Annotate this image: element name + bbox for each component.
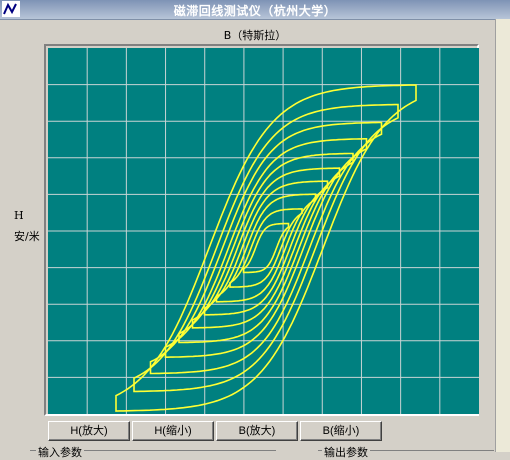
hysteresis-loop-3 xyxy=(149,121,383,375)
hysteresis-loop-5 xyxy=(178,152,354,344)
window-edge xyxy=(495,19,510,452)
hysteresis-loop-4 xyxy=(164,138,368,358)
h-axis-label: H xyxy=(14,209,24,222)
h-axis-unit: 安/米 xyxy=(14,230,40,243)
hysteresis-loop-1 xyxy=(115,84,417,412)
output-params-label: 输出参数 xyxy=(322,444,370,460)
h-zoom-out-button[interactable]: H(缩小) xyxy=(132,421,214,441)
input-params-label: 输入参数 xyxy=(36,444,84,460)
hysteresis-loop-10 xyxy=(242,222,290,274)
input-group-border xyxy=(30,450,276,452)
b-axis-label: B（特斯拉） xyxy=(223,29,287,42)
hysteresis-plot xyxy=(48,48,479,414)
app-icon xyxy=(2,1,20,17)
output-group-border xyxy=(318,450,494,452)
window-title: 磁滞回线测试仪（杭州大学） xyxy=(173,4,337,18)
hysteresis-loop-9 xyxy=(229,208,303,288)
hysteresis-loop-8 xyxy=(215,193,317,303)
hysteresis-loop-2 xyxy=(133,103,399,393)
hysteresis-loop-6 xyxy=(191,167,341,329)
b-zoom-in-button[interactable]: B(放大) xyxy=(216,421,298,441)
h-zoom-in-button[interactable]: H(放大) xyxy=(48,421,130,441)
b-zoom-out-button[interactable]: B(缩小) xyxy=(300,421,382,441)
hysteresis-loop-7 xyxy=(203,180,329,316)
title-bar: 磁滞回线测试仪（杭州大学） xyxy=(0,0,510,20)
